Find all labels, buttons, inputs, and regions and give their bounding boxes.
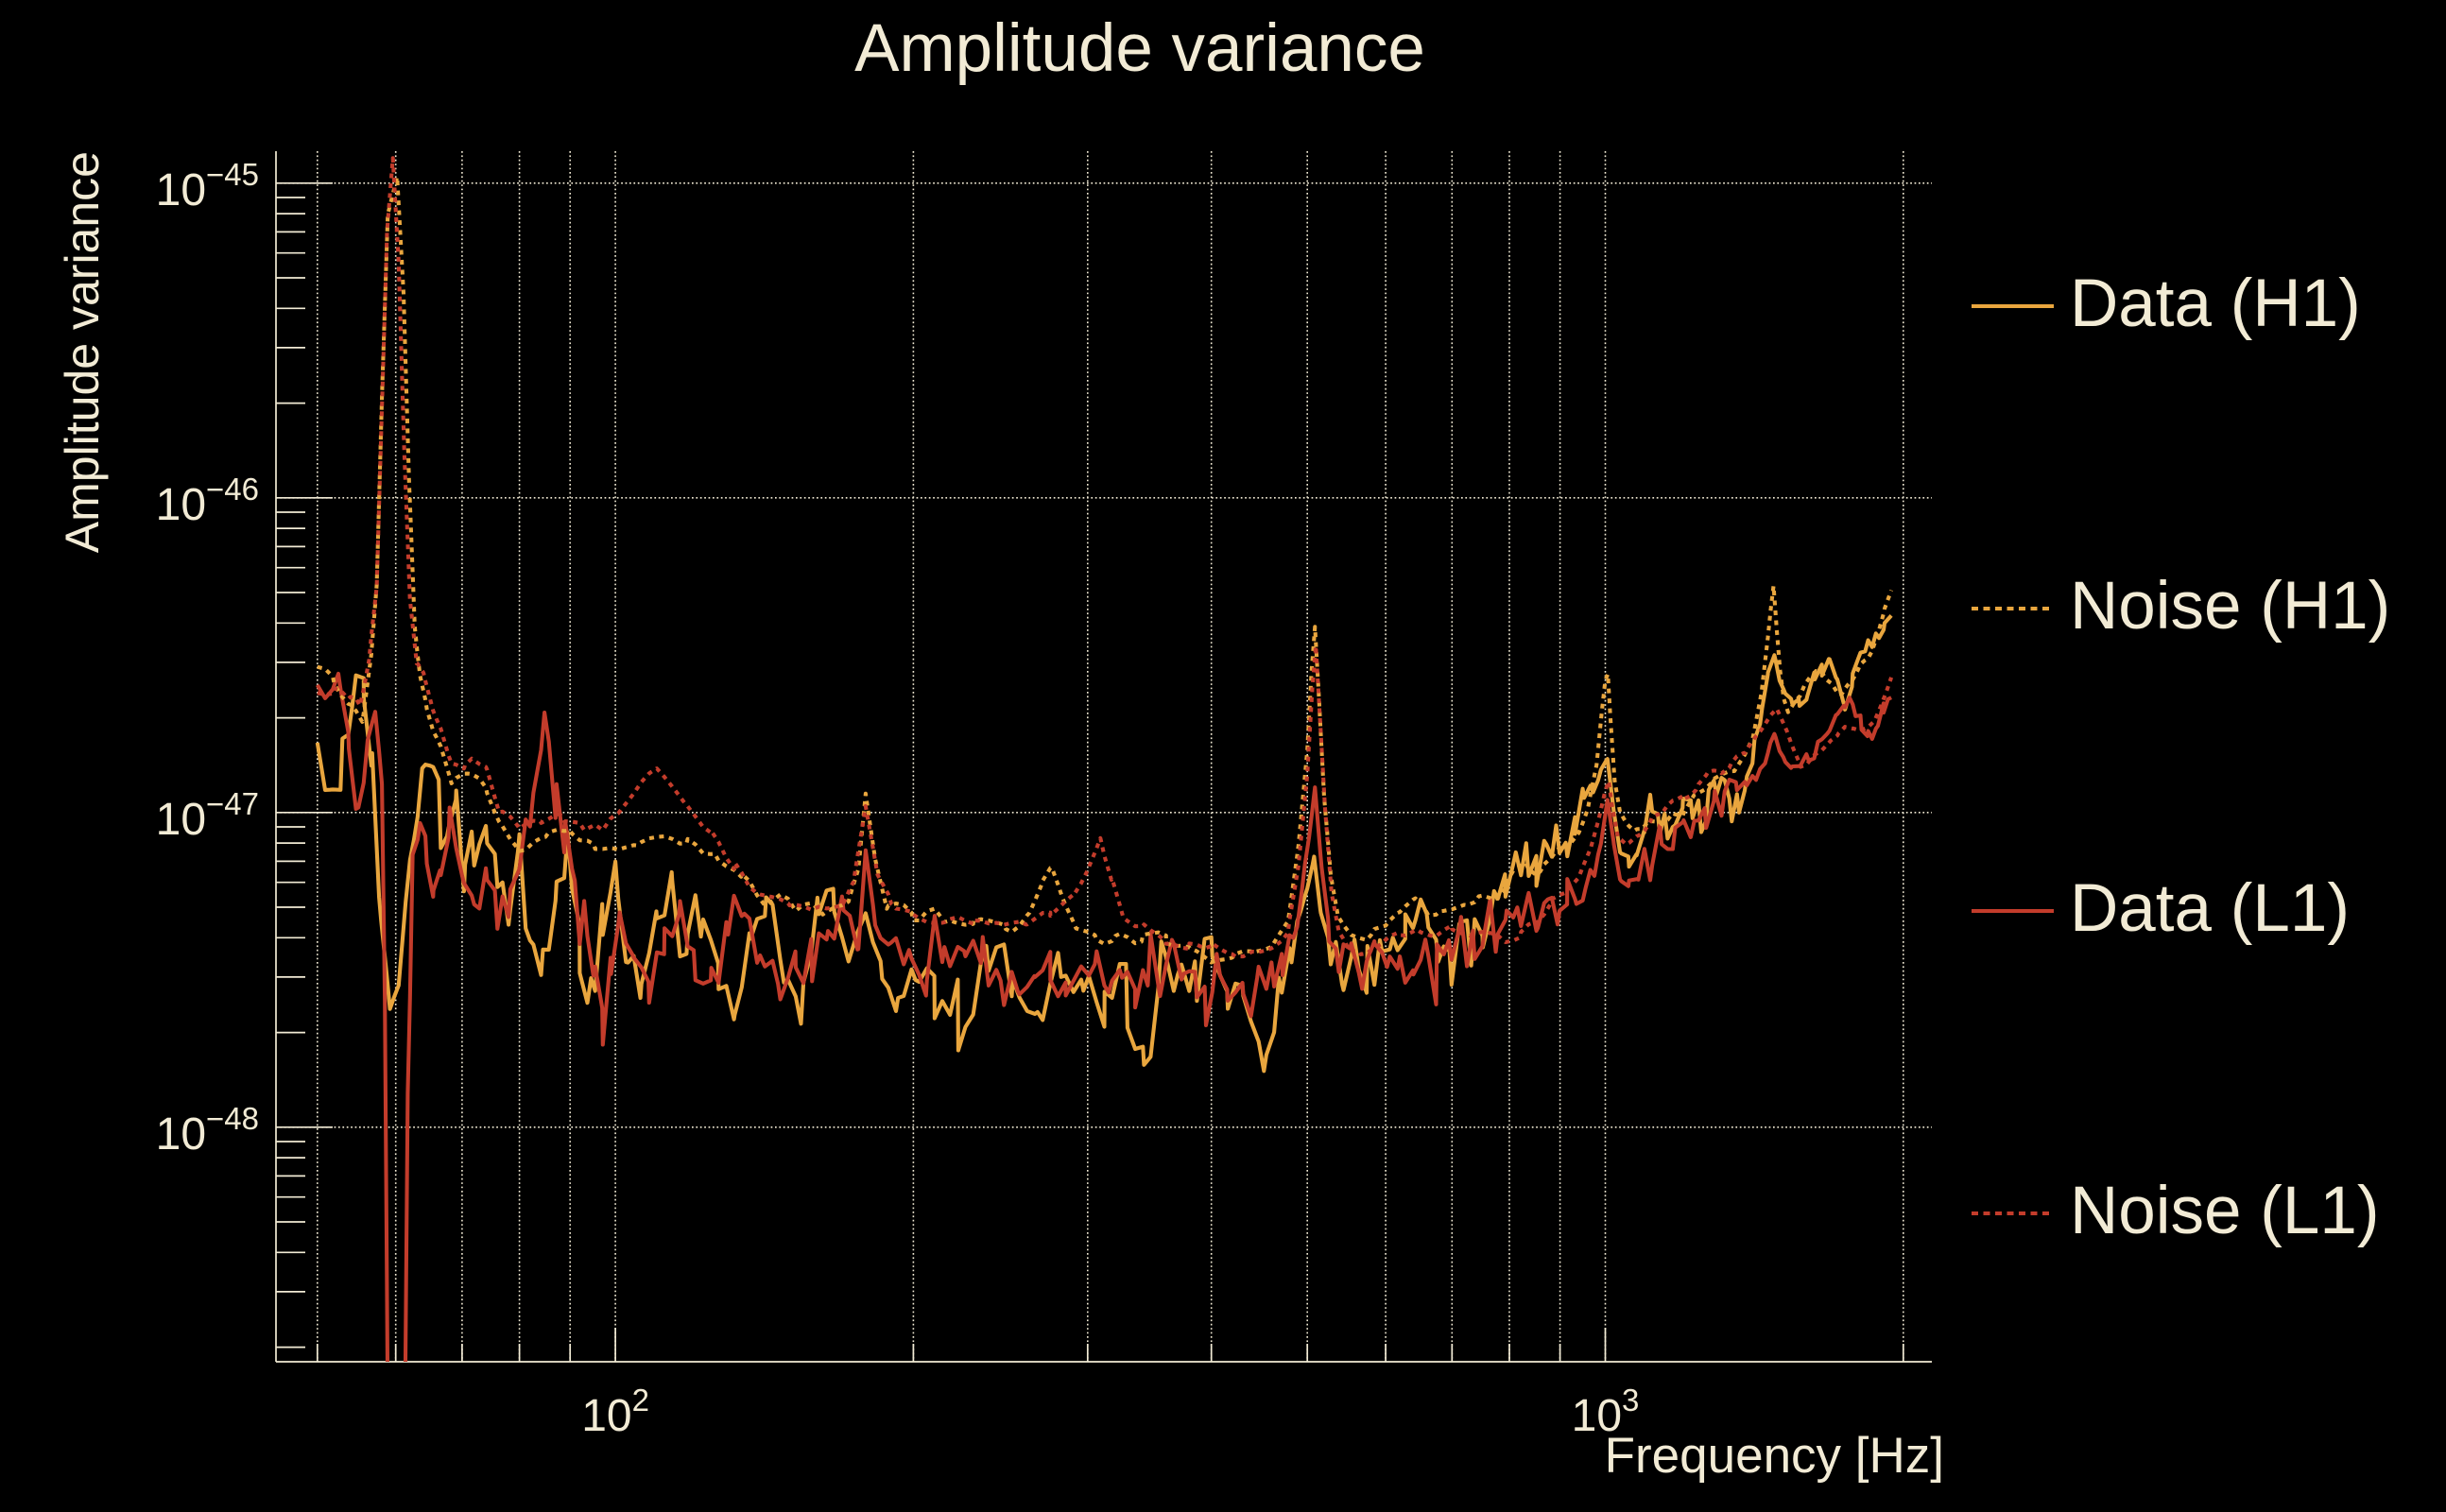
svg-text:Data (H1): Data (H1): [2070, 266, 2361, 341]
svg-text:Noise (H1): Noise (H1): [2070, 569, 2390, 644]
svg-text:10−45: 10−45: [156, 157, 259, 215]
svg-text:Frequency [Hz]: Frequency [Hz]: [1605, 1428, 1944, 1484]
svg-text:Noise (L1): Noise (L1): [2070, 1174, 2380, 1248]
svg-text:Amplitude variance: Amplitude variance: [854, 11, 1425, 86]
svg-text:Amplitude variance: Amplitude variance: [56, 151, 109, 553]
svg-text:Data (L1): Data (L1): [2070, 871, 2350, 946]
